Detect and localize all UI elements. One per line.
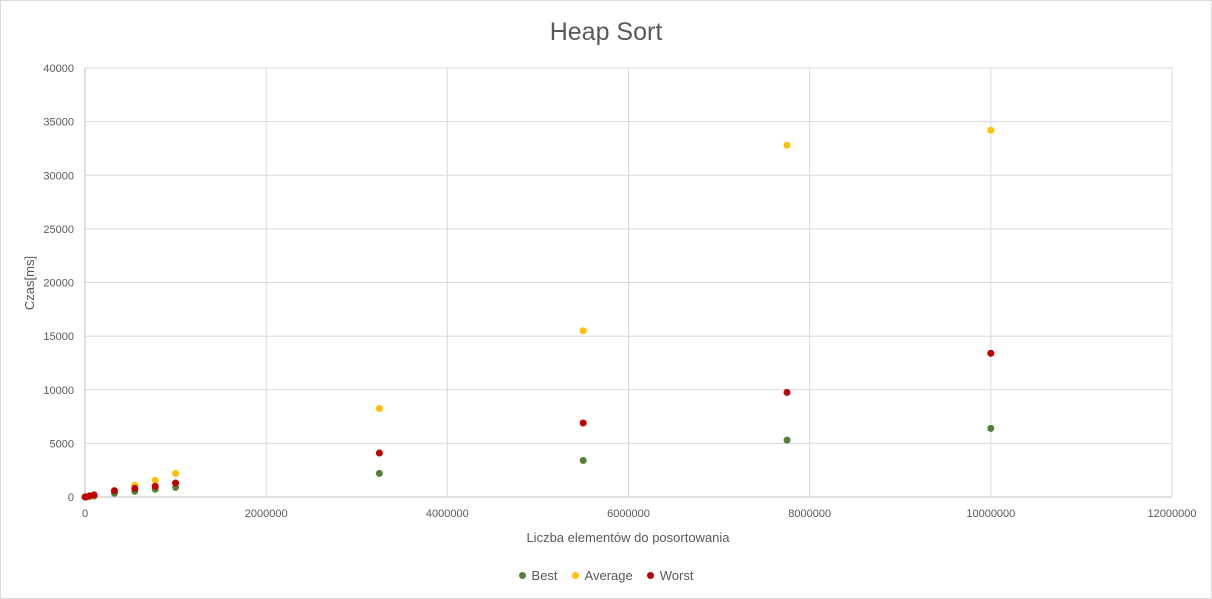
data-point-worst[interactable] [375, 449, 383, 457]
x-tick-label: 4000000 [426, 508, 469, 520]
data-point-best[interactable] [375, 469, 383, 477]
legend-marker-average [571, 572, 579, 579]
x-tick-label: 2000000 [245, 508, 288, 520]
series-average [81, 126, 995, 501]
grid-lines [84, 67, 1173, 498]
tick-labels: 0 5000 10000 15000 20000 25000 30000 35000 40000… [43, 63, 1196, 520]
x-tick-label: 8000000 [788, 508, 831, 520]
data-point-worst[interactable] [987, 349, 995, 357]
legend-item-best[interactable]: Best [518, 568, 558, 583]
data-point-average[interactable] [375, 405, 383, 413]
y-tick-label: 40000 [43, 63, 74, 75]
data-point-best[interactable] [783, 436, 791, 444]
x-tick-label: 6000000 [607, 508, 650, 520]
data-point-average[interactable] [783, 141, 791, 149]
y-tick-label: 35000 [43, 117, 74, 129]
data-point-worst[interactable] [110, 487, 118, 495]
y-tick-label: 15000 [43, 331, 74, 343]
data-point-worst[interactable] [579, 419, 587, 427]
data-point-worst[interactable] [151, 482, 159, 490]
legend-item-average[interactable]: Average [571, 568, 633, 583]
data-points [81, 126, 995, 501]
y-tick-label: 5000 [50, 438, 74, 450]
legend-label-average: Average [584, 568, 633, 583]
data-point-worst[interactable] [90, 491, 98, 499]
data-point-worst[interactable] [783, 388, 791, 396]
data-point-average[interactable] [151, 476, 159, 484]
series-best [81, 424, 995, 501]
legend: Best Average Worst [0, 568, 1212, 583]
legend-label-worst: Worst [659, 568, 694, 583]
x-tick-label: 12000000 [1148, 508, 1197, 520]
x-tick-label: 0 [82, 508, 88, 520]
y-axis-title: Czas[ms] [22, 256, 37, 310]
y-tick-label: 20000 [43, 278, 74, 290]
legend-item-worst[interactable]: Worst [646, 568, 694, 583]
legend-label-best: Best [531, 568, 558, 583]
y-tick-label: 0 [68, 492, 74, 504]
data-point-best[interactable] [987, 424, 995, 432]
x-axis-title: Liczba elementów do posortowania [526, 530, 730, 545]
data-point-average[interactable] [987, 126, 995, 134]
data-point-best[interactable] [579, 457, 587, 465]
data-point-average[interactable] [172, 469, 180, 477]
data-point-average[interactable] [579, 327, 587, 335]
data-point-worst[interactable] [172, 479, 180, 487]
x-tick-label: 10000000 [966, 508, 1015, 520]
y-tick-label: 30000 [43, 170, 74, 182]
data-point-worst[interactable] [131, 484, 139, 492]
y-tick-label: 25000 [43, 224, 74, 236]
chart-title: Heap Sort [549, 18, 663, 46]
y-tick-label: 10000 [43, 385, 74, 397]
legend-marker-worst [646, 572, 654, 579]
series-worst [81, 349, 995, 501]
legend-marker-best [518, 572, 526, 579]
